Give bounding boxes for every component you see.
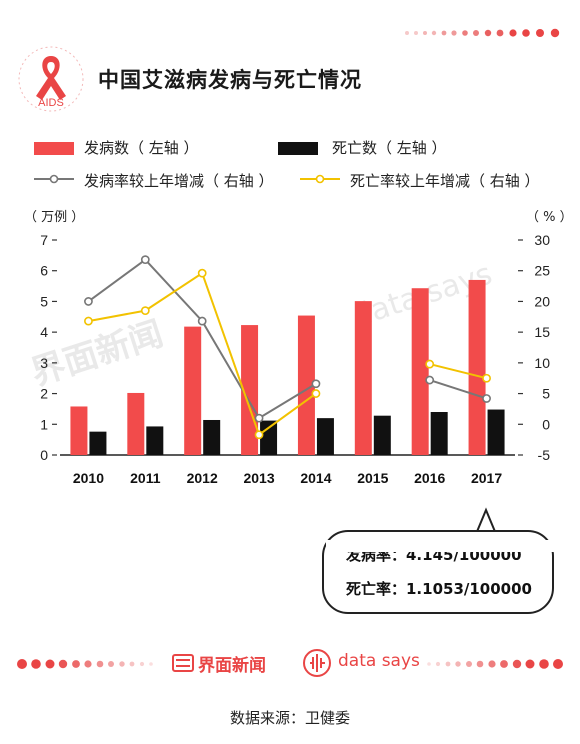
death-rate-point bbox=[140, 306, 150, 316]
death-rate-line bbox=[429, 363, 487, 380]
bar-death bbox=[89, 431, 107, 455]
left-tick-label: 0 bbox=[40, 447, 48, 463]
x-tick-label: 2017 bbox=[471, 470, 502, 486]
incidence-rate-line bbox=[429, 379, 487, 400]
datasays-logo-icon bbox=[303, 649, 331, 677]
bar-incidence bbox=[127, 392, 145, 455]
bar-incidence bbox=[184, 326, 202, 455]
bar-death bbox=[430, 412, 448, 455]
bar-death bbox=[146, 426, 164, 455]
incidence-rate-point bbox=[140, 255, 150, 265]
bar-incidence bbox=[468, 279, 486, 455]
bar-death bbox=[203, 419, 221, 455]
footer-left-dots bbox=[17, 659, 153, 669]
right-tick-label: 10 bbox=[534, 355, 550, 371]
x-tick-label: 2012 bbox=[187, 470, 218, 486]
incidence-rate-line bbox=[87, 258, 317, 420]
left-tick-label: 6 bbox=[40, 263, 48, 279]
x-tick-label: 2011 bbox=[130, 470, 161, 486]
incidence-rate-point bbox=[254, 413, 264, 423]
right-axis-unit: （ % ） bbox=[526, 210, 573, 225]
left-tick-label: 2 bbox=[40, 386, 48, 402]
callout-pointer-mask bbox=[326, 540, 566, 552]
top-dots-decoration bbox=[405, 28, 560, 38]
footer-right-dots bbox=[427, 659, 563, 669]
left-tick-label: 5 bbox=[40, 293, 48, 309]
x-tick-label: 2015 bbox=[357, 470, 388, 486]
legend-incidence: 发病数（ 左轴 ） bbox=[84, 139, 199, 157]
footer-brand-datasays: data says bbox=[338, 651, 420, 671]
chart-plot: 0 1 2 3 4 5 6 7 -5 0 5 10 15 20 25 30 2010 2011 2012 2013 20… bbox=[40, 232, 551, 486]
x-tick-label: 2010 bbox=[73, 470, 104, 486]
legend-swatch-incidence bbox=[34, 142, 74, 155]
incidence-rate-point bbox=[197, 316, 207, 326]
x-tick-label: 2016 bbox=[414, 470, 445, 486]
aids-ribbon-logo: AIDS bbox=[18, 46, 84, 112]
death-rate-point bbox=[254, 430, 264, 440]
right-tick-label: -5 bbox=[538, 447, 551, 463]
footer-brand-jiemian: 界面新闻 bbox=[198, 656, 266, 676]
legend-incidence-rate: 发病率较上年增减（ 右轴 ） bbox=[84, 172, 274, 190]
x-tick-label: 2013 bbox=[243, 470, 274, 486]
bar-death bbox=[316, 418, 334, 455]
legend-death-rate: 死亡率较上年增减（ 右轴 ） bbox=[350, 172, 540, 190]
bar-death bbox=[487, 409, 505, 455]
left-tick-label: 4 bbox=[40, 324, 48, 340]
right-tick-label: 0 bbox=[542, 416, 550, 432]
right-tick-label: 5 bbox=[542, 386, 550, 402]
legend-swatch-death-rate bbox=[300, 174, 340, 184]
callout-death-rate: 死亡率：1.1053/100000 bbox=[346, 580, 532, 598]
bar-death bbox=[373, 415, 391, 455]
death-rate-point bbox=[482, 373, 491, 383]
left-tick-label: 7 bbox=[40, 232, 48, 248]
bar-death bbox=[260, 420, 278, 455]
death-rate-point bbox=[311, 389, 321, 398]
data-source: 数据来源：卫健委 bbox=[229, 709, 350, 727]
chart-title: 中国艾滋病发病与死亡情况 bbox=[98, 68, 362, 92]
bar-incidence bbox=[297, 315, 315, 455]
incidence-rate-point bbox=[311, 379, 321, 389]
right-tick-label: 25 bbox=[534, 263, 550, 279]
incidence-rate-point bbox=[425, 375, 435, 385]
incidence-rate-point bbox=[84, 297, 93, 306]
death-rate-point bbox=[425, 359, 435, 369]
incidence-rate-point bbox=[482, 394, 491, 403]
legend-swatch-death bbox=[278, 142, 318, 155]
right-tick-label: 15 bbox=[534, 324, 550, 340]
bar-incidence bbox=[411, 288, 429, 455]
bar-incidence bbox=[70, 406, 88, 455]
legend-swatch-incidence-rate bbox=[34, 174, 74, 184]
jiemian-logo-icon bbox=[172, 654, 194, 672]
death-rate-point bbox=[197, 268, 207, 278]
left-tick-label: 3 bbox=[40, 355, 48, 371]
death-rate-point bbox=[84, 316, 93, 326]
left-tick-label: 1 bbox=[40, 416, 48, 432]
right-tick-label: 30 bbox=[534, 232, 550, 248]
legend-death: 死亡数（ 左轴 ） bbox=[332, 139, 447, 157]
right-tick-label: 20 bbox=[534, 293, 550, 309]
bar-incidence bbox=[354, 301, 372, 455]
x-tick-label: 2014 bbox=[300, 470, 331, 486]
death-rate-line bbox=[88, 271, 317, 437]
left-axis-unit: （ 万例 ） bbox=[24, 210, 85, 225]
aids-logo-text: AIDS bbox=[38, 97, 64, 109]
callout-pointer bbox=[475, 507, 497, 535]
